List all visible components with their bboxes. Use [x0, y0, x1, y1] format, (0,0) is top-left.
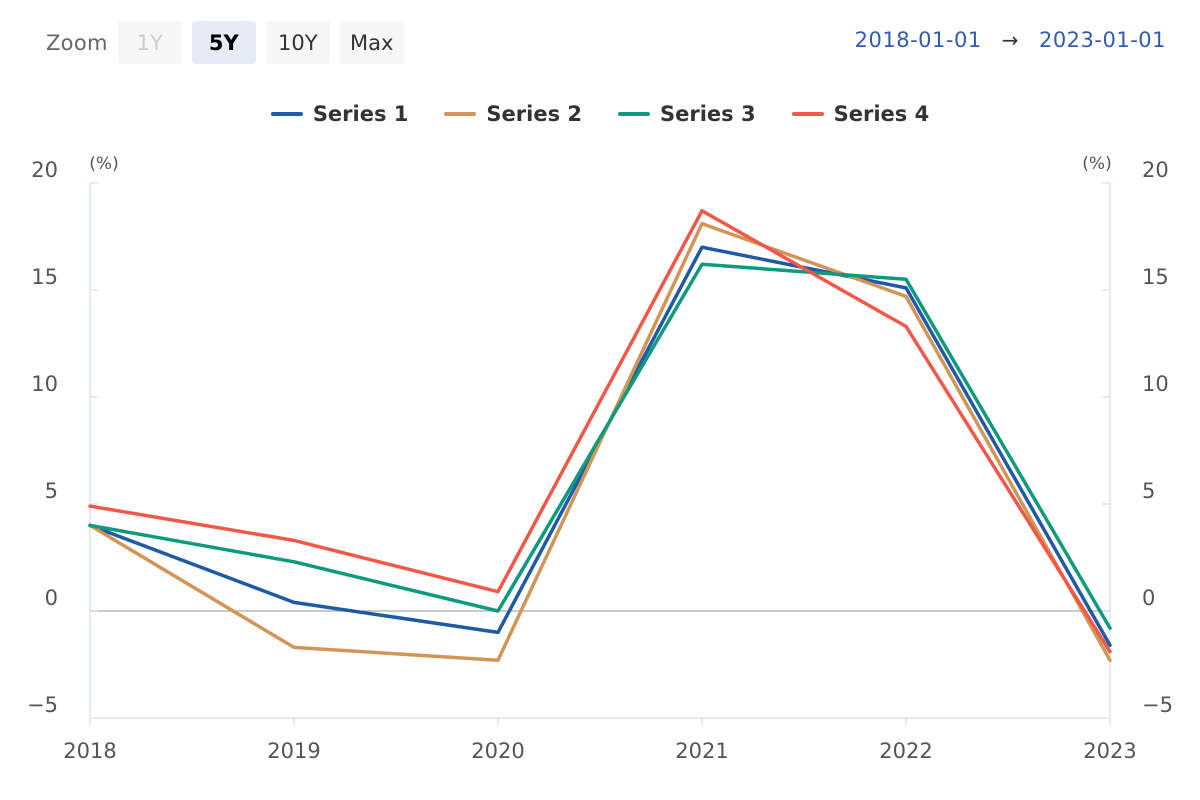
zoom-bar: Zoom 1Y 5Y 10Y Max	[46, 21, 414, 64]
x-tick-label: 2021	[675, 739, 728, 763]
y-tick-label-right: 20	[1142, 158, 1169, 182]
y-tick-label-left: 20	[31, 158, 58, 182]
y-tick-label-left: 15	[31, 265, 58, 289]
legend-swatch	[791, 112, 824, 116]
series-4-line	[88, 209, 1112, 654]
legend-label: Series 4	[833, 102, 930, 126]
legend-label: Series 3	[660, 102, 756, 126]
legend-swatch	[270, 112, 303, 116]
legend-item-series-2[interactable]: Series 2	[444, 102, 582, 126]
zoom-button-5y[interactable]: 5Y	[191, 21, 256, 64]
range-arrow-icon: →	[1001, 28, 1019, 52]
legend-swatch	[444, 112, 477, 116]
legend-item-series-4[interactable]: Series 4	[791, 102, 930, 126]
chart-legend: Series 1 Series 2 Series 3 Series 4	[0, 102, 1200, 126]
legend-item-series-3[interactable]: Series 3	[618, 102, 756, 126]
y-tick-label-right: 0	[1142, 586, 1155, 610]
y-tick-label-right: 15	[1142, 265, 1169, 289]
zoom-label: Zoom	[46, 30, 108, 55]
zoom-buttons: 1Y 5Y 10Y Max	[117, 21, 414, 64]
zoom-button-10y[interactable]: 10Y	[265, 21, 330, 64]
x-tick-label: 2019	[267, 739, 320, 763]
x-tick-label: 2018	[63, 739, 116, 763]
date-range: 2018-01-01 → 2023-01-01	[855, 28, 1166, 52]
y-tick-label-left: 10	[31, 372, 58, 396]
right-unit-label: (%)	[1082, 154, 1111, 174]
y-tick-label-right: −5	[1142, 693, 1173, 717]
y-tick-label-right: 5	[1142, 479, 1155, 503]
series-1-line	[88, 245, 1112, 647]
y-tick-label-left: 5	[45, 479, 58, 503]
range-from-input[interactable]: 2018-01-01	[854, 28, 982, 52]
series-2-line	[88, 221, 1112, 662]
x-tick-label: 2022	[879, 739, 932, 763]
y-tick-label-left: 0	[45, 586, 58, 610]
legend-item-series-1[interactable]: Series 1	[270, 102, 409, 126]
zoom-button-1y[interactable]: 1Y	[117, 21, 182, 64]
y-tick-label-left: −5	[27, 693, 58, 717]
x-tick-label: 2023	[1083, 739, 1136, 763]
series-3-line	[88, 262, 1112, 630]
zoom-button-max[interactable]: Max	[339, 21, 404, 64]
range-to-input[interactable]: 2023-01-01	[1038, 28, 1166, 52]
x-tick-label: 2020	[471, 739, 524, 763]
legend-label: Series 1	[312, 102, 409, 126]
legend-label: Series 2	[486, 102, 582, 126]
left-unit-label: (%)	[89, 154, 118, 174]
y-tick-label-right: 10	[1142, 372, 1169, 396]
legend-swatch	[618, 112, 650, 116]
